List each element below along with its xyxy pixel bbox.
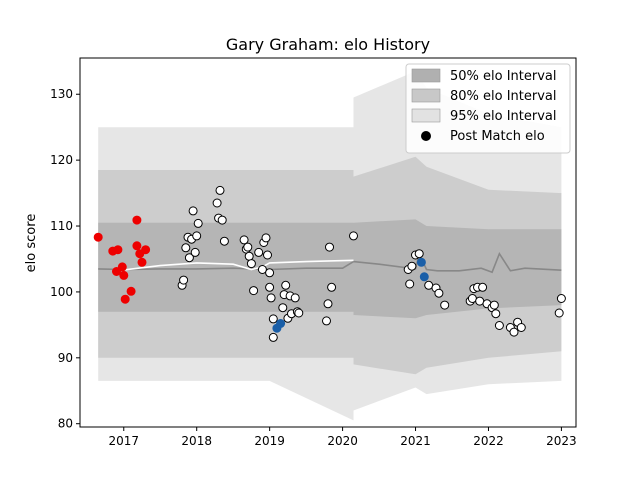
data-point bbox=[184, 253, 194, 263]
data-point bbox=[239, 235, 249, 245]
data-point bbox=[414, 249, 424, 259]
data-point bbox=[192, 231, 202, 241]
data-point bbox=[141, 245, 151, 255]
data-point bbox=[181, 243, 191, 253]
data-point bbox=[265, 282, 275, 292]
data-point bbox=[132, 215, 142, 225]
legend-swatch bbox=[411, 68, 441, 83]
data-point bbox=[268, 332, 278, 342]
data-point bbox=[137, 257, 147, 267]
data-point bbox=[290, 293, 300, 303]
y-tick-label: 90 bbox=[58, 351, 73, 365]
legend-label: 95% elo Interval bbox=[450, 109, 557, 124]
data-point bbox=[93, 232, 103, 242]
plot-frame bbox=[79, 57, 577, 428]
data-point bbox=[243, 242, 253, 252]
data-point bbox=[120, 294, 130, 304]
data-point bbox=[349, 231, 358, 241]
data-point bbox=[416, 257, 426, 267]
data-point bbox=[219, 236, 229, 246]
data-point bbox=[419, 272, 429, 282]
y-axis-label: elo score bbox=[24, 214, 39, 273]
data-point bbox=[117, 262, 127, 272]
legend-label: 80% elo Interval bbox=[450, 89, 557, 104]
x-tick-label: 2022 bbox=[473, 434, 504, 448]
data-point bbox=[278, 303, 288, 313]
data-point bbox=[440, 300, 450, 310]
legend-frame bbox=[405, 63, 571, 154]
data-point bbox=[327, 282, 337, 292]
data-point bbox=[491, 309, 501, 319]
data-point bbox=[509, 327, 519, 337]
data-point bbox=[126, 286, 136, 296]
data-point bbox=[112, 267, 121, 276]
data-point bbox=[478, 282, 488, 292]
data-point bbox=[325, 242, 334, 252]
data-point bbox=[246, 259, 256, 269]
x-tick-label: 2017 bbox=[108, 434, 139, 448]
legend-marker bbox=[421, 131, 431, 141]
x-tick-label: 2019 bbox=[254, 434, 285, 448]
y-tick-label: 100 bbox=[50, 285, 73, 299]
data-point bbox=[132, 241, 142, 251]
legend-label: Post Match elo bbox=[450, 129, 545, 144]
band-2-segment-1 bbox=[353, 219, 562, 319]
data-point bbox=[244, 251, 254, 261]
data-point bbox=[188, 206, 198, 216]
data-point bbox=[193, 218, 203, 228]
legend-swatch bbox=[411, 88, 441, 103]
data-point bbox=[254, 247, 264, 257]
data-point bbox=[257, 265, 267, 274]
line-smoothed bbox=[116, 259, 354, 272]
data-point bbox=[212, 198, 222, 208]
post-match-points bbox=[93, 185, 566, 342]
data-point bbox=[556, 294, 566, 303]
data-point bbox=[215, 185, 225, 195]
data-point bbox=[266, 293, 276, 303]
data-point bbox=[494, 321, 504, 330]
chart-title: Gary Graham: elo History bbox=[226, 35, 430, 54]
y-tick-label: 110 bbox=[50, 219, 73, 233]
data-point bbox=[434, 288, 444, 298]
x-axis-ticks: 2017 2018 2019 2020 2021 2022 2023 bbox=[108, 427, 577, 448]
data-point bbox=[405, 279, 415, 289]
data-point bbox=[281, 280, 291, 290]
y-tick-label: 80 bbox=[58, 417, 73, 431]
data-point bbox=[475, 296, 485, 306]
data-point bbox=[489, 300, 499, 310]
y-tick-label: 130 bbox=[50, 87, 73, 101]
data-point bbox=[322, 316, 331, 326]
x-tick-label: 2020 bbox=[327, 434, 358, 448]
data-point bbox=[276, 319, 286, 328]
data-point bbox=[516, 323, 526, 332]
y-tick-label: 120 bbox=[50, 153, 73, 167]
data-point bbox=[424, 280, 434, 290]
x-tick-label: 2023 bbox=[546, 434, 577, 448]
data-point bbox=[190, 247, 200, 257]
data-point bbox=[179, 275, 189, 285]
data-point bbox=[263, 250, 272, 260]
y-axis-ticks: 80 90 100 110 120 130 bbox=[50, 87, 80, 431]
legend-label: 50% elo Interval bbox=[450, 69, 557, 84]
data-point bbox=[407, 261, 417, 271]
data-point bbox=[249, 286, 259, 296]
legend-swatch bbox=[411, 108, 441, 123]
band-2-segment-0 bbox=[98, 222, 354, 312]
data-point bbox=[467, 294, 477, 303]
data-point bbox=[554, 308, 564, 318]
data-point bbox=[268, 314, 278, 324]
data-point bbox=[113, 245, 123, 255]
x-tick-label: 2018 bbox=[181, 434, 212, 448]
data-point bbox=[323, 299, 333, 309]
data-point bbox=[217, 215, 227, 225]
legend: 50% elo Interval 80% elo Interval 95% elo … bbox=[405, 63, 571, 154]
data-point bbox=[294, 308, 304, 318]
x-tick-label: 2021 bbox=[400, 434, 431, 448]
data-point bbox=[265, 268, 275, 278]
data-point bbox=[261, 233, 271, 243]
data-point bbox=[119, 270, 129, 280]
